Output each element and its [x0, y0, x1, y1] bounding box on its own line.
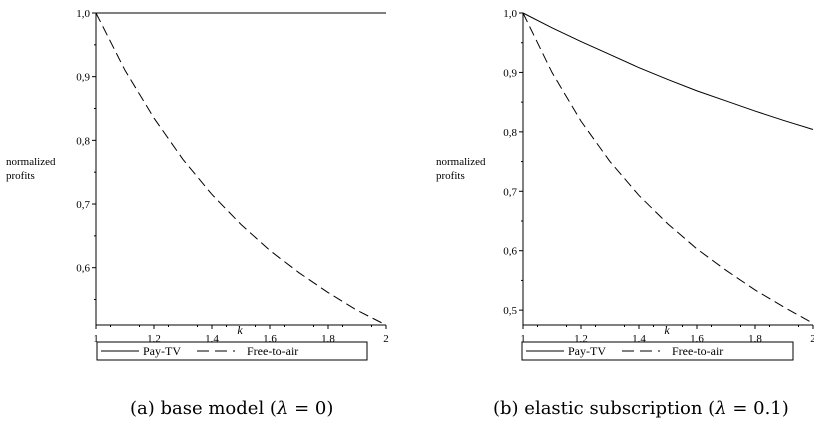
y-tick-label: 1,0: [503, 8, 517, 20]
y-axis-label: normalized: [436, 156, 486, 168]
legend-label: Pay-TV: [568, 344, 606, 358]
y-tick-label: 0,9: [503, 67, 517, 79]
chart-panel-a: 1 1,2 1,4 1,6 1,8 20,60,70,80,91,0normalizedp…: [6, 8, 389, 361]
x-tick-label: 1: [93, 333, 99, 345]
caption-b: (b) elastic subscription (λ = 0.1): [493, 398, 789, 419]
y-tick-label: 0,5: [503, 305, 517, 317]
legend-label: Free-to-air: [672, 344, 723, 358]
y-tick-label: 0,7: [503, 186, 517, 198]
caption-a: (a) base model (λ = 0): [130, 398, 334, 419]
legend-label: Pay-TV: [143, 344, 181, 358]
y-axis-label: profits: [6, 170, 35, 182]
series-line-free-to-air: [95, 12, 387, 326]
x-axis-label: k: [664, 323, 670, 337]
legend-label: Free-to-air: [247, 344, 298, 358]
y-tick-label: 0,6: [76, 263, 90, 275]
y-axis-label: profits: [436, 170, 465, 182]
series-line-pay-tv: [522, 12, 814, 130]
y-tick-label: 0,8: [503, 127, 517, 139]
legend-box: [521, 341, 794, 361]
x-tick-label: 2: [810, 333, 814, 345]
y-tick-label: 0,6: [503, 246, 517, 258]
y-tick-label: 0,7: [76, 199, 90, 211]
y-tick-label: 0,9: [76, 72, 90, 84]
legend: Pay-TV Free-to-air: [521, 341, 794, 361]
y-axis-label: normalized: [6, 156, 56, 168]
series-line-free-to-air: [522, 12, 814, 324]
legend-box: [96, 341, 368, 361]
x-tick-label: 1: [520, 333, 526, 345]
x-axis-label: k: [237, 323, 243, 337]
chart-panel-b: 1 1,2 1,4 1,6 1,8 20,50,60,70,80,91,0normaliz…: [436, 8, 814, 361]
y-tick-label: 0,8: [76, 135, 90, 147]
x-tick-label: 2: [383, 333, 389, 345]
y-tick-label: 1,0: [76, 8, 90, 20]
legend: Pay-TV Free-to-air: [96, 341, 368, 361]
